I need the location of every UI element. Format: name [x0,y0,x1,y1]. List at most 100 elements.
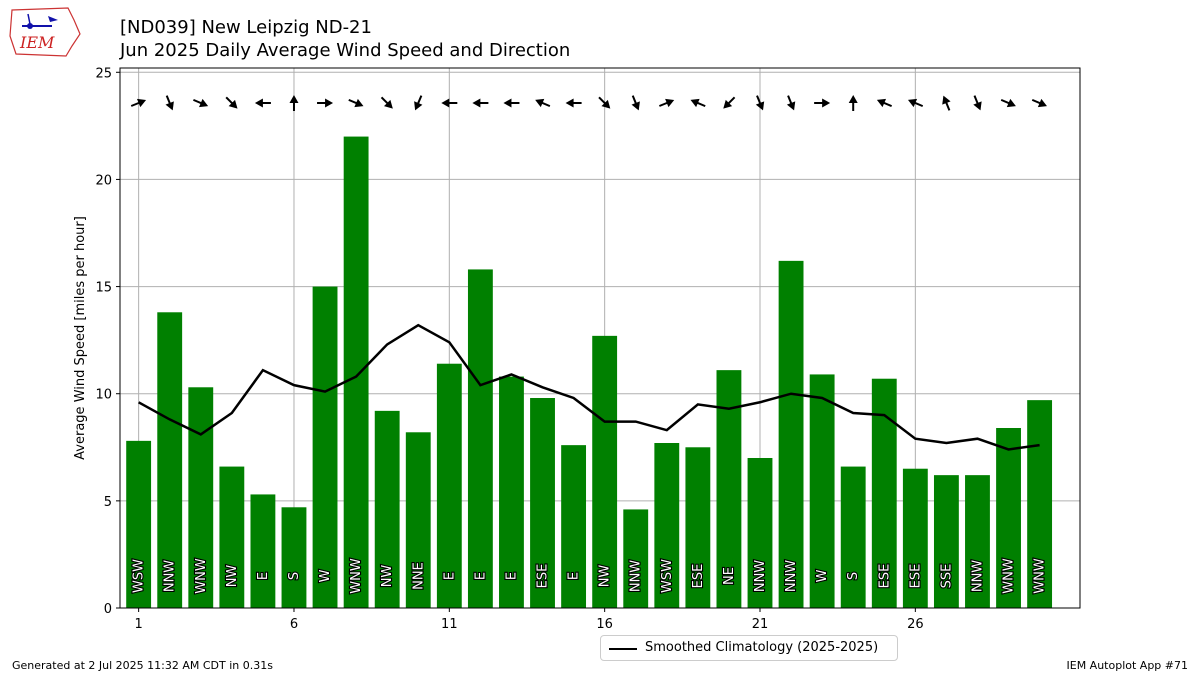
bar [436,363,462,608]
direction-label: NW [380,565,395,588]
direction-label: WSW [132,559,147,593]
direction-label: NNW [970,560,985,592]
climatology-line [138,323,1040,451]
bar [623,509,649,608]
wind-arrow-head [1006,98,1016,108]
direction-label: WNW [1002,558,1017,594]
wind-arrow-head [354,98,364,108]
wind-arrow-head [755,101,765,111]
wind-arrow [1031,98,1047,108]
direction-label: SSE [939,564,954,589]
wind-arrow [631,95,640,111]
direction-label: WNW [349,558,364,594]
wind-arrow [193,98,209,108]
wind-arrow [348,98,364,108]
y-tick-label: 5 [104,495,112,510]
wind-arrow-head [848,95,858,103]
direction-label: NNW [163,560,178,592]
legend-label: Smoothed Climatology (2025-2025) [645,640,879,655]
y-tick-label: 0 [104,602,112,617]
wind-arrow [1000,98,1016,108]
autoplot-app-label: IEM Autoplot App #71 [1066,659,1189,672]
wind-arrow [755,95,765,111]
direction-label: NW [598,565,613,588]
wind-arrow [973,95,982,111]
wind-arrow [876,98,893,108]
wind-arrow-head [786,101,796,111]
wind-arrow-head [325,98,334,108]
wind-arrow-head [942,95,951,105]
bar [996,428,1021,608]
bar [405,432,431,608]
iem-logo: IEM [9,7,81,57]
wind-arrow [130,98,147,108]
direction-label: E [473,572,488,580]
wind-arrow-head [876,98,887,108]
direction-label: S [287,572,302,580]
direction-label: NNE [411,562,426,590]
x-tick-label: 11 [441,617,458,632]
x-tick-label: 6 [290,617,298,632]
x-tick-label: 16 [596,617,613,632]
wind-arrow [503,98,520,108]
direction-label: NNW [784,560,799,592]
direction-label: WNW [1033,558,1048,594]
bar [840,466,866,608]
wind-arrow-head [289,95,299,103]
wind-arrow [535,98,551,108]
wind-arrow [907,98,924,108]
bar [219,466,245,608]
bar [467,269,493,608]
wind-arrow-head [973,101,982,111]
wind-arrow-head [535,98,545,108]
wind-arrow-head [822,98,831,108]
legend: Smoothed Climatology (2025-2025) [600,635,898,661]
wind-arrow-head [631,101,640,111]
direction-label: E [442,572,457,580]
bar [654,443,680,608]
bar [933,475,959,608]
wind-arrow-head [503,98,512,108]
wind-arrow [942,95,951,111]
wind-arrow [414,95,423,111]
bar [126,440,152,608]
direction-label: ESE [908,564,923,589]
bar [685,447,711,608]
chart-title-line1: [ND039] New Leipzig ND-21 [120,17,372,38]
wind-arrow-head [565,98,574,108]
legend-line-swatch [609,648,637,650]
wind-arrow-head [665,98,675,108]
wind-arrow-head [1037,98,1047,108]
direction-label: ESE [877,564,892,589]
wind-arrow [472,98,489,108]
wind-arrow-head [472,98,481,108]
wind-arrows [130,95,1047,111]
y-tick-label: 20 [95,173,112,188]
wind-arrow-head [228,99,238,109]
climatology-line-layer [138,323,1040,451]
direction-label: E [504,572,519,580]
direction-label: W [815,569,830,582]
bar [499,376,524,608]
wind-arrow-head [165,101,174,111]
wind-arrow-head [384,99,393,109]
wind-arrow-head [441,98,450,108]
wind-arrow [598,96,611,109]
wind-arrow [565,98,582,108]
bar [374,410,400,608]
bar [157,312,183,608]
bar [312,286,338,608]
bar [902,468,928,608]
wind-arrow [659,98,675,108]
plot-frame [119,67,1081,609]
wind-arrow [690,98,706,108]
bar [188,387,214,608]
bar [561,445,587,608]
wind-arrow-head [601,99,611,109]
bar [809,374,835,608]
x-tick-label: 26 [907,617,924,632]
wind-arrow [848,95,858,111]
wind-arrow-head [414,101,423,111]
